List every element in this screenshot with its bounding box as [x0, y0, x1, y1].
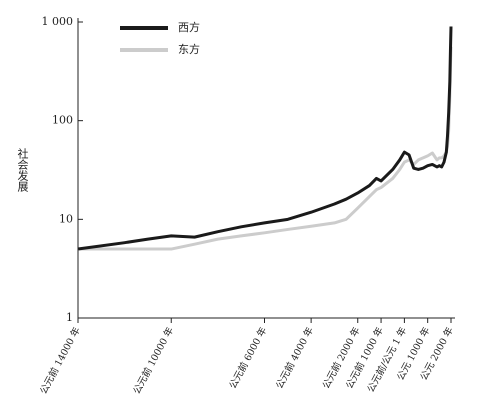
series-line: [78, 46, 453, 251]
y-tick-label: 1: [66, 311, 73, 324]
y-tick-label: 1 000: [42, 15, 74, 28]
x-tick-label: 公元前 10000 年: [131, 325, 177, 397]
legend-label: 东方: [178, 42, 200, 56]
x-tick-label: 公元前 4000 年: [273, 325, 316, 391]
x-tick-label: 公元前 6000 年: [227, 325, 270, 391]
y-tick-label: 10: [59, 212, 73, 225]
series-line: [77, 26, 453, 251]
y-axis-label: 社会发展: [16, 147, 29, 193]
y-tick-label: 100: [52, 114, 73, 127]
legend-label: 西方: [178, 20, 200, 34]
x-tick-label: 公元前 14000 年: [37, 325, 83, 397]
